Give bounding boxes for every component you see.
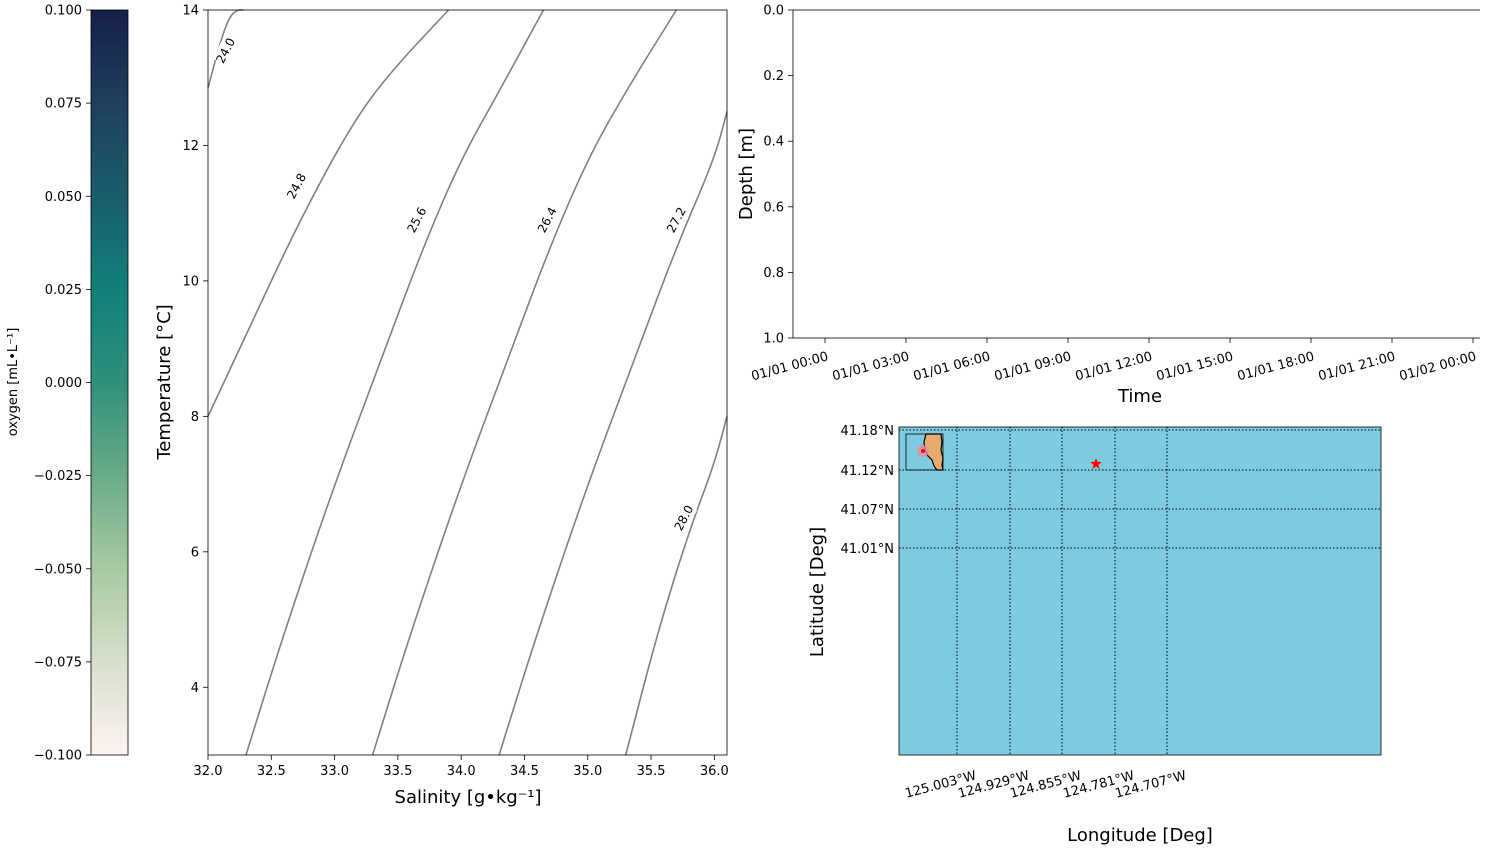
contour-label-bg bbox=[663, 204, 690, 236]
ocean bbox=[899, 427, 1381, 755]
density-contour-line bbox=[207, 9, 450, 417]
time-tick-label: 01/01 18:00 bbox=[1236, 349, 1316, 384]
density-contour-line bbox=[207, 9, 244, 89]
colorbar-tick-label: 0.100 bbox=[45, 4, 82, 19]
location-map: 41.18°N 41.12°N 41.07°N 41.01°N 125.003°W12… bbox=[807, 424, 1382, 846]
latitude-tick-label: 41.18°N bbox=[841, 424, 894, 439]
inset-box bbox=[905, 433, 944, 471]
density-contours: 24.024.825.6 26.4 27.228.0 bbox=[207, 9, 728, 756]
depth-time-chart: 0.0 0.2 0.4 0.6 0.8 1.0 01/01 00:00 01/01 03:0… bbox=[736, 4, 1480, 407]
longitude-ticks: 125.003°W124.929°W124.855°W124.781°W124.… bbox=[904, 768, 1189, 801]
ts-x-tick-label: 35.5 bbox=[637, 764, 666, 779]
depth-tick-label: 1.0 bbox=[763, 332, 784, 347]
time-tick-label: 01/01 09:00 bbox=[993, 349, 1073, 384]
ts-x-tick-label: 32.5 bbox=[257, 764, 286, 779]
ts-x-tick-label: 34.0 bbox=[447, 764, 476, 779]
contour-label-bg bbox=[212, 35, 239, 66]
density-contour-line bbox=[624, 416, 728, 756]
density-contour-line bbox=[245, 9, 545, 756]
time-tick-label: 01/02 00:00 bbox=[1398, 349, 1478, 384]
oxygen-colorbar: 0.100 0.075 0.050 0.025 0.000 −0.025 −0.050 −0.… bbox=[6, 4, 129, 764]
station-star-icon bbox=[1090, 458, 1102, 469]
colorbar-tick-label: −0.100 bbox=[34, 749, 82, 764]
density-contour-line bbox=[371, 9, 678, 756]
colorbar-tick-label: 0.050 bbox=[45, 190, 82, 205]
ts-x-ticks: 32.0 32.5 33.0 33.5 34.0 34.5 35.0 35.5 36.0 bbox=[194, 755, 729, 779]
depth-tick-label: 0.6 bbox=[763, 200, 784, 215]
ts-y-tick-label: 8 bbox=[191, 410, 199, 425]
ts-y-ticks: 4 6 8 10 12 14 bbox=[182, 4, 208, 696]
latitude-ticks: 41.18°N 41.12°N 41.07°N 41.01°N bbox=[841, 424, 894, 557]
time-tick-label: 01/01 00:00 bbox=[750, 349, 830, 384]
ts-y-tick-label: 14 bbox=[182, 4, 199, 19]
time-tick-label: 01/01 12:00 bbox=[1074, 349, 1154, 384]
ts-x-tick-label: 34.5 bbox=[510, 764, 539, 779]
depth-ylabel-visible: Depth [m] bbox=[736, 128, 757, 220]
contour-label-bg bbox=[283, 170, 310, 202]
ts-y-tick-label: 10 bbox=[182, 274, 199, 289]
depth-axes-frame bbox=[792, 9, 1480, 339]
colorbar-gradient bbox=[90, 9, 129, 756]
time-tick-label: 01/01 15:00 bbox=[1155, 349, 1235, 384]
ts-x-tick-label: 33.5 bbox=[383, 764, 412, 779]
time-tick-label: 01/01 03:00 bbox=[831, 349, 911, 384]
map-ylabel: Latitude [Deg] bbox=[807, 527, 828, 657]
contour-label-bg bbox=[403, 204, 431, 236]
ts-y-tick-label: 4 bbox=[191, 681, 199, 696]
ts-y-tick-label: 6 bbox=[191, 545, 199, 560]
depth-y-ticks: 0.0 0.2 0.4 0.6 0.8 1.0 bbox=[763, 4, 793, 347]
colorbar-label: oxygen [mL•L⁻¹] bbox=[6, 328, 21, 437]
ts-xlabel: Salinity [g•kg⁻¹] bbox=[395, 787, 542, 808]
map-graticule bbox=[899, 427, 1381, 755]
contour-label-bg bbox=[534, 204, 561, 236]
ts-x-tick-label: 35.0 bbox=[573, 764, 602, 779]
ts-ylabel: Temperature [°C] bbox=[154, 304, 175, 460]
colorbar-tick-label: −0.075 bbox=[34, 655, 82, 670]
time-xlabel: Time bbox=[1117, 386, 1162, 407]
latitude-tick-label: 41.01°N bbox=[841, 542, 894, 557]
time-tick-label: 01/01 21:00 bbox=[1317, 349, 1397, 384]
map-frame bbox=[898, 426, 1382, 756]
colorbar-tick-label: −0.050 bbox=[34, 562, 82, 577]
ts-x-tick-label: 32.0 bbox=[194, 764, 223, 779]
depth-tick-label: 0.8 bbox=[763, 266, 784, 281]
time-x-ticks: 01/01 00:00 01/01 03:00 01/01 06:00 01/01 0… bbox=[750, 338, 1478, 384]
ts-diagram: 24.024.825.6 26.4 27.228.0 32.0 32.5 33.0 33.… bbox=[154, 4, 729, 809]
contour-label-bg bbox=[670, 502, 698, 534]
latitude-tick-label: 41.07°N bbox=[841, 503, 894, 518]
depth-tick-label: 0.2 bbox=[763, 69, 784, 84]
ts-x-tick-label: 33.0 bbox=[320, 764, 349, 779]
map-xlabel: Longitude [Deg] bbox=[1067, 825, 1213, 846]
ts-axes-frame bbox=[207, 9, 728, 756]
ts-y-tick-label: 12 bbox=[182, 139, 199, 154]
ts-x-tick-label: 36.0 bbox=[700, 764, 729, 779]
inset-station bbox=[921, 449, 925, 453]
density-contour-line bbox=[498, 111, 728, 756]
depth-tick-label: 0.4 bbox=[763, 135, 784, 150]
colorbar-tick-label: 0.025 bbox=[45, 283, 82, 298]
colorbar-tick-label: 0.000 bbox=[45, 376, 82, 391]
time-tick-label: 01/01 06:00 bbox=[912, 349, 992, 384]
latitude-tick-label: 41.12°N bbox=[841, 464, 894, 479]
colorbar-tick-label: −0.025 bbox=[34, 469, 82, 484]
colorbar-tick-label: 0.075 bbox=[45, 97, 82, 112]
colorbar-ticks: 0.100 0.075 0.050 0.025 0.000 −0.025 −0.050 −0.… bbox=[34, 4, 91, 764]
depth-tick-label: 0.0 bbox=[763, 4, 784, 19]
